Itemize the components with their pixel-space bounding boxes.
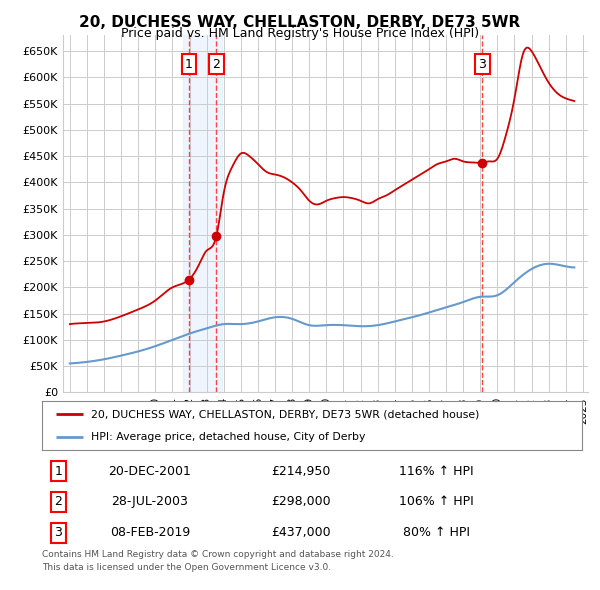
Text: 1: 1 [185,58,193,71]
Text: 20, DUCHESS WAY, CHELLASTON, DERBY, DE73 5WR (detached house): 20, DUCHESS WAY, CHELLASTON, DERBY, DE73… [91,409,479,419]
Text: £214,950: £214,950 [272,465,331,478]
Text: 20-DEC-2001: 20-DEC-2001 [109,465,191,478]
Text: Contains HM Land Registry data © Crown copyright and database right 2024.: Contains HM Land Registry data © Crown c… [42,550,394,559]
Text: £298,000: £298,000 [271,496,331,509]
Text: 3: 3 [54,526,62,539]
Text: This data is licensed under the Open Government Licence v3.0.: This data is licensed under the Open Gov… [42,563,331,572]
Text: 106% ↑ HPI: 106% ↑ HPI [399,496,473,509]
Text: Price paid vs. HM Land Registry's House Price Index (HPI): Price paid vs. HM Land Registry's House … [121,27,479,40]
Text: 28-JUL-2003: 28-JUL-2003 [112,496,188,509]
Text: £437,000: £437,000 [271,526,331,539]
Text: 80% ↑ HPI: 80% ↑ HPI [403,526,470,539]
Text: 20, DUCHESS WAY, CHELLASTON, DERBY, DE73 5WR: 20, DUCHESS WAY, CHELLASTON, DERBY, DE73… [79,15,521,30]
Text: 116% ↑ HPI: 116% ↑ HPI [399,465,473,478]
Text: 1: 1 [54,465,62,478]
Bar [183,35,223,392]
Text: HPI: Average price, detached house, City of Derby: HPI: Average price, detached house, City… [91,431,365,441]
Text: 2: 2 [212,58,220,71]
Text: 2: 2 [54,496,62,509]
Text: 08-FEB-2019: 08-FEB-2019 [110,526,190,539]
Text: 3: 3 [478,58,486,71]
